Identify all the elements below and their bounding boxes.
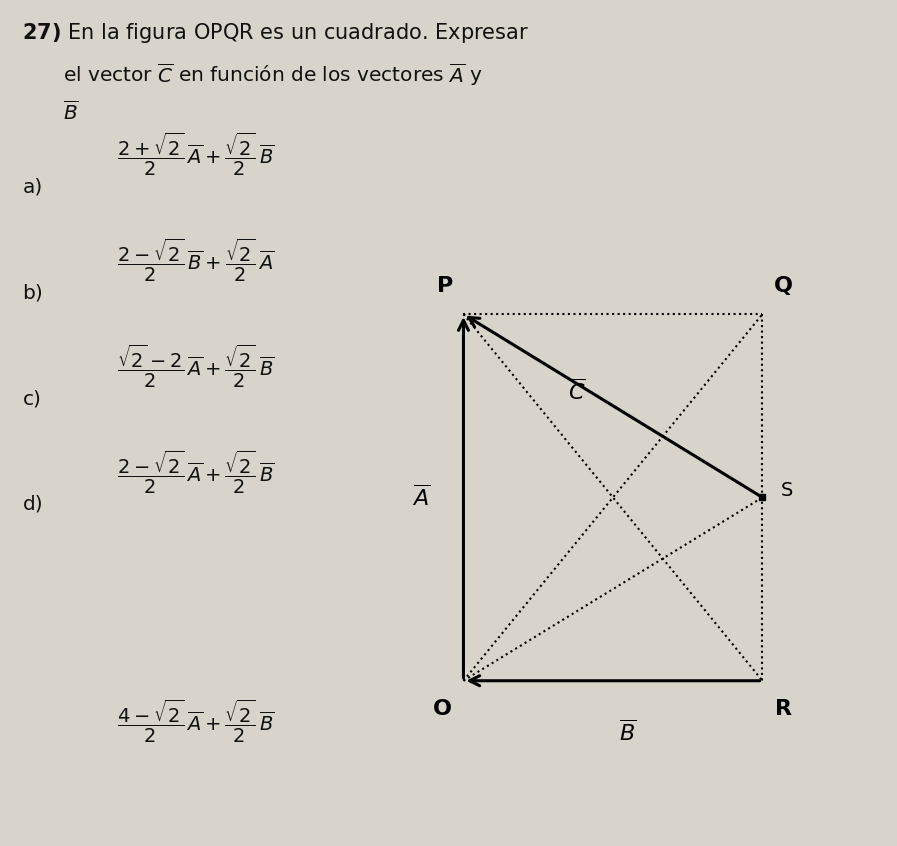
Text: P: P [438, 276, 454, 296]
Text: S: S [780, 481, 793, 500]
Text: $\dfrac{2-\sqrt{2}}{2}\,\overline{B}+\dfrac{\sqrt{2}}{2}\,\overline{A}$: $\dfrac{2-\sqrt{2}}{2}\,\overline{B}+\df… [117, 237, 274, 284]
Text: $\overline{B}$: $\overline{B}$ [619, 719, 637, 744]
Text: $\overline{A}$: $\overline{A}$ [413, 485, 431, 510]
Text: $\dfrac{2+\sqrt{2}}{2}\,\overline{A}+\dfrac{\sqrt{2}}{2}\,\overline{B}$: $\dfrac{2+\sqrt{2}}{2}\,\overline{A}+\df… [117, 131, 274, 179]
Text: c): c) [22, 389, 41, 408]
Text: d): d) [22, 495, 43, 514]
Text: el vector $\overline{C}$ en función de los vectores $\overline{A}$ y: el vector $\overline{C}$ en función de l… [63, 61, 483, 88]
Text: Q: Q [774, 276, 793, 296]
Text: $\overline{B}$: $\overline{B}$ [63, 100, 79, 124]
Text: a): a) [22, 178, 43, 196]
Text: $\dfrac{4-\sqrt{2}}{2}\,\overline{A}+\dfrac{\sqrt{2}}{2}\,\overline{B}$: $\dfrac{4-\sqrt{2}}{2}\,\overline{A}+\df… [117, 698, 274, 745]
Text: R: R [775, 699, 792, 719]
Text: $\dfrac{\sqrt{2}-2}{2}\,\overline{A}+\dfrac{\sqrt{2}}{2}\,\overline{B}$: $\dfrac{\sqrt{2}-2}{2}\,\overline{A}+\df… [117, 343, 274, 390]
Text: $\mathbf{27)}$ En la figura OPQR es un cuadrado. Expresar: $\mathbf{27)}$ En la figura OPQR es un c… [22, 21, 529, 45]
Text: b): b) [22, 283, 43, 302]
Text: $\dfrac{2-\sqrt{2}}{2}\,\overline{A}+\dfrac{\sqrt{2}}{2}\,\overline{B}$: $\dfrac{2-\sqrt{2}}{2}\,\overline{A}+\df… [117, 448, 274, 496]
Text: O: O [433, 699, 452, 719]
Text: $\overline{C}$: $\overline{C}$ [569, 378, 586, 404]
